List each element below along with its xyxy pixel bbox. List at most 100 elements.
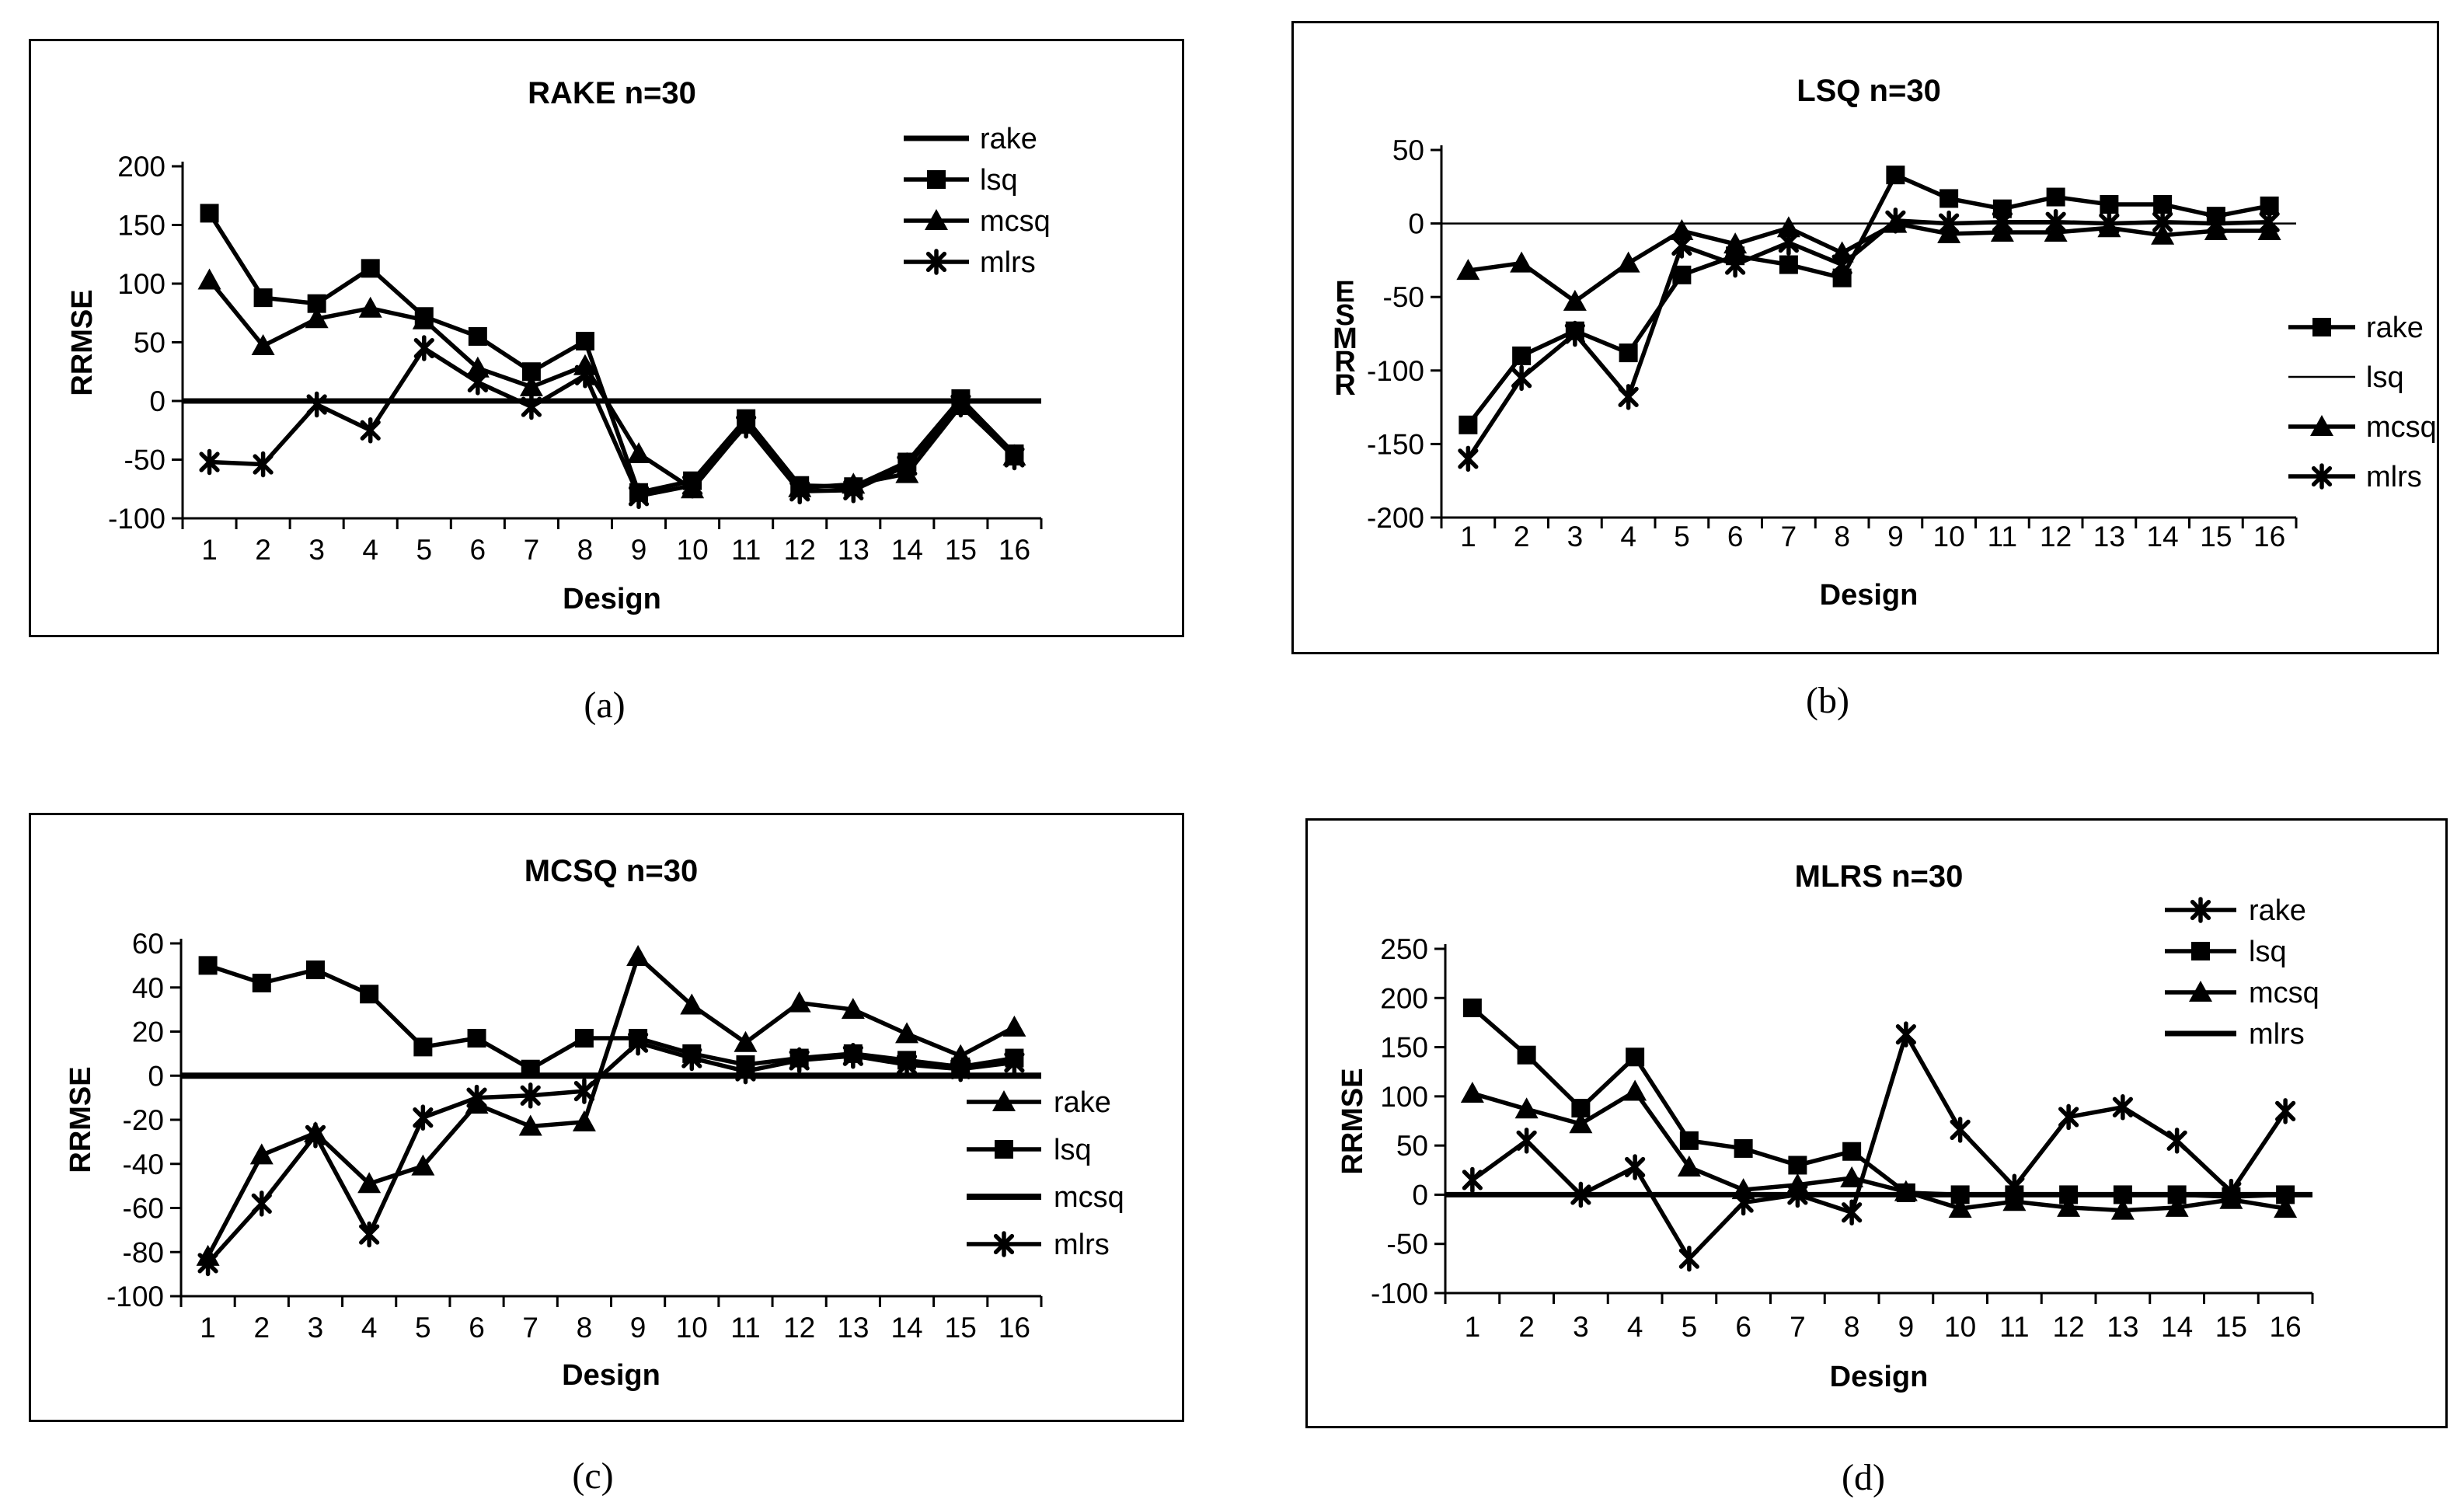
lsq-marker: [1842, 1142, 1862, 1161]
legend-label-mcsq: mcsq: [2249, 977, 2319, 1009]
caption-a: (a): [584, 685, 626, 726]
lsq-marker: [1462, 998, 1482, 1017]
x-tick-label: 13: [2107, 1311, 2138, 1343]
mlrs-marker: [360, 417, 381, 444]
y-tick-label: 200: [117, 151, 166, 183]
legend-label-rake: rake: [2366, 312, 2424, 344]
y-tick-label: 0: [149, 385, 166, 417]
x-axis: 1 2 3 4 5 6 7 8 9 10 11 12 13 14 15 16: [1444, 1292, 2314, 1343]
x-tick-label: 1: [201, 534, 218, 566]
y-tick-label: -50: [124, 444, 166, 476]
mcsq-marker: [1677, 1155, 1701, 1177]
x-tick-label: 4: [362, 534, 378, 566]
x-tick-label: 13: [837, 1312, 869, 1344]
x-tick-label: 6: [1735, 1311, 1751, 1343]
y-tick-label: 150: [117, 210, 166, 242]
mlrs-marker: [1831, 251, 1852, 278]
legend-lsq-marker: [927, 170, 946, 189]
chart-panel-lsq: LSQ n=30 50 0 -50 -100 -150 -200 1 2 3 4 5 6 7 8 9 10 11 1…: [1291, 21, 2439, 654]
series-rake: [1459, 166, 2279, 434]
rake-marker: [1625, 1154, 1646, 1180]
y-tick-label: 60: [132, 928, 164, 960]
y-tick-label: -100: [106, 1281, 164, 1312]
x-tick-label: 10: [677, 534, 709, 566]
mlrs-marker: [2205, 210, 2226, 237]
legend: rake lsq mcsq mlrs: [2165, 894, 2319, 1051]
y-axis-title: RRMSE: [64, 1066, 97, 1173]
legend-mlrs-marker: [993, 1231, 1015, 1257]
mlrs-marker: [735, 1058, 756, 1085]
lsq-marker: [467, 1029, 486, 1048]
rake-marker: [572, 1110, 596, 1131]
rake-marker: [411, 1154, 435, 1176]
y-axis: 250 200 150 100 50 0 -50 -100: [1371, 933, 1447, 1309]
x-tick-label: 8: [577, 534, 594, 566]
rake-marker: [357, 1172, 382, 1194]
y-tick-label: -60: [123, 1193, 164, 1225]
chart-title: MLRS n=30: [1795, 859, 1964, 894]
chart-panel-mcsq: MCSQ n=30 60 40 20 0 -20 -40 -60 -80 -100 1 2 3 4 5 6 7 8…: [29, 813, 1184, 1422]
rake-marker: [2275, 1098, 2296, 1124]
rake-marker: [1895, 1021, 1916, 1048]
legend-label-lsq: lsq: [1054, 1134, 1092, 1166]
mlrs-marker: [736, 412, 757, 439]
y-tick-label: 100: [117, 268, 166, 300]
x-tick-label: 11: [730, 1312, 760, 1344]
series-mlrs: [1458, 207, 2280, 472]
lsq-marker: [1626, 1048, 1645, 1067]
x-tick-label: 14: [2147, 521, 2179, 553]
x-tick-label: 3: [1573, 1311, 1589, 1343]
mcsq-marker: [1563, 289, 1587, 311]
rake-marker: [1002, 1015, 1026, 1037]
mcsq-marker: [1670, 219, 1694, 241]
legend-label-mcsq: mcsq: [1054, 1181, 1124, 1214]
mcsq-marker: [627, 441, 651, 463]
x-tick-label: 5: [415, 1312, 431, 1344]
lsq-marker: [575, 331, 594, 350]
x-tick-label: 11: [1988, 521, 2017, 553]
mcsq-marker: [412, 308, 436, 329]
x-tick-label: 7: [522, 1312, 538, 1344]
x-tick-label: 14: [2161, 1311, 2193, 1343]
mcsq-marker: [2165, 1195, 2189, 1217]
x-tick-label: 3: [308, 1312, 324, 1344]
y-tick-label: 200: [1380, 982, 1428, 1014]
x-axis-title: Design: [563, 583, 661, 615]
mcsq-marker: [2274, 1197, 2298, 1218]
y-axis: 50 0 -50 -100 -150 -200: [1367, 134, 1443, 534]
mlrs-marker: [896, 1051, 918, 1078]
x-tick-label: 11: [731, 534, 761, 566]
legend-label-lsq: lsq: [980, 164, 1018, 197]
mlrs-marker: [199, 448, 220, 476]
x-tick-label: 1: [1465, 1311, 1481, 1343]
legend-label-lsq: lsq: [2366, 361, 2404, 394]
x-tick-label: 9: [631, 534, 647, 566]
x-tick-label: 13: [2093, 521, 2125, 553]
lsq-marker: [360, 985, 379, 1004]
mlrs-marker: [789, 478, 810, 505]
legend: rake lsq mcsq mlrs: [967, 1086, 1124, 1261]
x-tick-label: 8: [577, 1312, 593, 1344]
x-tick-label: 7: [1781, 521, 1797, 553]
x-tick-label: 2: [1518, 1311, 1535, 1343]
x-tick-label: 7: [524, 534, 540, 566]
mcsq-marker: [1731, 1178, 1755, 1200]
chart-title: LSQ n=30: [1797, 74, 1941, 108]
legend-label-mlrs: mlrs: [1054, 1229, 1110, 1261]
y-tick-label: -50: [1383, 281, 1424, 313]
mlrs-marker: [950, 1055, 971, 1082]
y-tick-label: 0: [1412, 1179, 1428, 1211]
mcsq-marker: [358, 296, 382, 318]
mlrs-marker: [627, 1029, 649, 1056]
x-tick-label: 1: [1460, 521, 1476, 553]
x-axis: 1 2 3 4 5 6 7 8 9 10 11 12 13 14 15 16: [1440, 516, 2298, 553]
x-tick-label: 7: [1790, 1311, 1806, 1343]
lsq-marker: [1679, 1131, 1699, 1150]
mlrs-marker: [413, 335, 434, 361]
svg-text:E: E: [1335, 276, 1354, 309]
mcsq-marker: [251, 334, 275, 356]
lsq-marker: [198, 956, 218, 975]
